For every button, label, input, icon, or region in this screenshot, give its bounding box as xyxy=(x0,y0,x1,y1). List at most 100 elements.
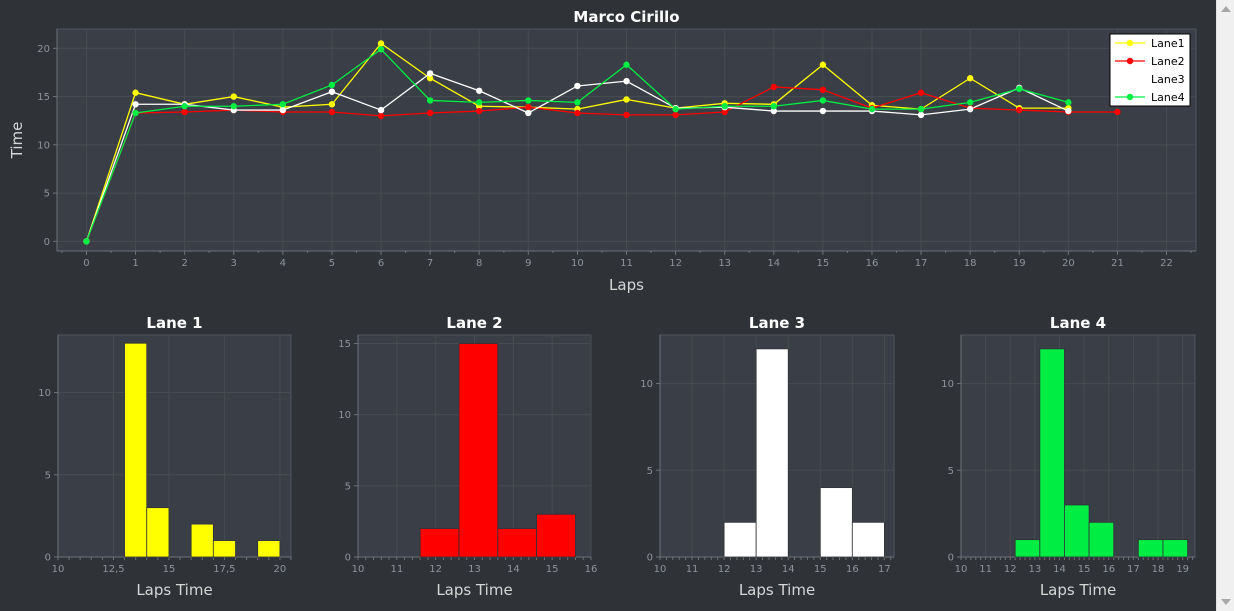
x-tick-label: 15 xyxy=(814,564,827,575)
chart-title: Lane 1 xyxy=(146,314,202,332)
x-tick-label: 12 xyxy=(429,564,442,575)
data-point-lane4 xyxy=(132,109,139,117)
histogram-bar xyxy=(819,487,853,558)
y-tick-label: 5 xyxy=(647,466,653,477)
data-point-lane4 xyxy=(574,99,581,106)
chart-title: Lane 2 xyxy=(446,314,502,332)
x-tick-label: 14 xyxy=(1053,564,1066,575)
histogram-bar xyxy=(190,523,214,558)
data-point-lane3 xyxy=(819,107,827,115)
x-tick-label: 15 xyxy=(546,564,559,575)
y-tick-label: 10 xyxy=(37,140,50,151)
x-tick-label: 17 xyxy=(1127,564,1140,575)
x-tick-label: 11 xyxy=(390,564,403,575)
data-point-lane4 xyxy=(623,61,630,68)
y-tick-label: 0 xyxy=(647,553,653,564)
x-tick-label: 18 xyxy=(964,258,977,269)
histogram-bar xyxy=(723,521,757,558)
scroll-up-arrow-icon[interactable] xyxy=(1221,6,1231,12)
data-point-lane3 xyxy=(328,88,336,95)
vertical-scrollbar[interactable] xyxy=(1216,0,1234,611)
histogram-bar xyxy=(1088,521,1115,558)
data-point-lane3 xyxy=(574,82,581,90)
y-tick-label: 0 xyxy=(345,553,351,564)
x-tick-label: 2 xyxy=(181,258,187,269)
histogram-bar xyxy=(212,540,236,558)
x-tick-label: 16 xyxy=(1102,564,1115,575)
data-point-lane2 xyxy=(328,108,336,116)
histogram-bar xyxy=(755,348,789,558)
x-tick-label: 10 xyxy=(571,258,584,269)
data-point-lane3 xyxy=(623,77,630,85)
y-axis-title: Time xyxy=(8,122,26,160)
histogram-bar xyxy=(536,513,576,558)
x-tick-label: 13 xyxy=(718,258,731,269)
histogram-bar xyxy=(1014,539,1041,558)
data-point-lane2 xyxy=(1114,108,1121,116)
data-point-lane4 xyxy=(426,97,434,104)
data-point-lane4 xyxy=(476,99,483,106)
chart-lane4: 10 11 12 13 14 15 16 17 18 19 0 5 10 Lane 4 Laps Time xyxy=(941,314,1196,599)
data-point-lane2 xyxy=(476,107,483,115)
series-line-lane2 xyxy=(85,86,1118,242)
data-point-lane1 xyxy=(623,96,630,103)
x-tick-label: 6 xyxy=(378,258,384,269)
x-axis-title: Laps Time xyxy=(739,581,815,599)
x-tick-label: 16 xyxy=(866,258,879,269)
x-tick-label: 3 xyxy=(231,258,237,269)
data-point-lane4 xyxy=(83,238,90,245)
data-point-lane4 xyxy=(819,97,827,104)
data-point-lane1 xyxy=(966,75,974,82)
plot-area xyxy=(57,334,292,558)
data-point-lane3 xyxy=(377,106,385,114)
x-tick-label: 13 xyxy=(468,564,481,575)
data-point-lane2 xyxy=(623,111,630,119)
x-tick-label: 10 xyxy=(352,564,365,575)
histogram-bar xyxy=(257,540,281,558)
y-tick-label: 5 xyxy=(44,189,50,200)
data-point-lane3 xyxy=(966,105,974,113)
y-tick-label: 15 xyxy=(37,92,50,103)
chart-title: Lane 3 xyxy=(749,314,805,332)
data-point-lane4 xyxy=(279,101,287,108)
histogram-bar xyxy=(419,528,460,558)
data-point-lane4 xyxy=(525,97,532,104)
legend-box xyxy=(1109,33,1191,107)
x-axis-title: Laps Time xyxy=(1040,581,1116,599)
data-point-lane2 xyxy=(426,109,434,117)
y-tick-label: 0 xyxy=(44,237,50,248)
data-point-lane1 xyxy=(426,75,434,82)
y-tick-label: 10 xyxy=(640,379,653,390)
x-axis-title: Laps xyxy=(609,276,644,294)
chart-lane1: 10 12,5 15 17,5 20 0 5 10 Lane 1 Laps Time xyxy=(38,314,292,599)
x-tick-label: 17 xyxy=(878,564,891,575)
x-tick-label: 0 xyxy=(83,258,89,269)
legend-label: Lane2 xyxy=(1151,55,1185,68)
data-point-lane3 xyxy=(917,111,925,119)
legend-label: Lane4 xyxy=(1151,91,1185,104)
y-tick-label: 0 xyxy=(45,553,51,564)
histogram-bar xyxy=(146,507,170,558)
x-tick-label: 7 xyxy=(427,258,433,269)
legend-label: Lane1 xyxy=(1151,37,1185,50)
x-tick-label: 11 xyxy=(686,564,699,575)
chart-lane2: 10 11 12 13 14 15 16 0 5 10 15 Lane 2 Laps Time xyxy=(338,314,597,599)
x-tick-label: 10 xyxy=(654,564,667,575)
data-point-lane4 xyxy=(1065,99,1072,106)
data-point-lane3 xyxy=(476,87,483,94)
data-point-lane1 xyxy=(132,89,139,96)
x-tick-label: 9 xyxy=(525,258,531,269)
data-point-lane3 xyxy=(770,107,777,115)
chart-title: Lane 4 xyxy=(1050,314,1106,332)
data-point-lane1 xyxy=(328,101,336,108)
legend-swatch-marker xyxy=(1126,93,1134,101)
data-point-lane3 xyxy=(1065,107,1072,115)
data-point-lane2 xyxy=(917,89,925,96)
histogram-bar xyxy=(851,521,885,558)
data-point-lane2 xyxy=(377,112,385,120)
histogram-bar xyxy=(1162,539,1189,558)
chart-lane3: 10 11 12 13 14 15 16 17 0 5 10 Lane 3 Laps Time xyxy=(640,314,895,599)
scroll-down-arrow-icon[interactable] xyxy=(1221,599,1231,605)
data-point-lane4 xyxy=(917,105,925,113)
